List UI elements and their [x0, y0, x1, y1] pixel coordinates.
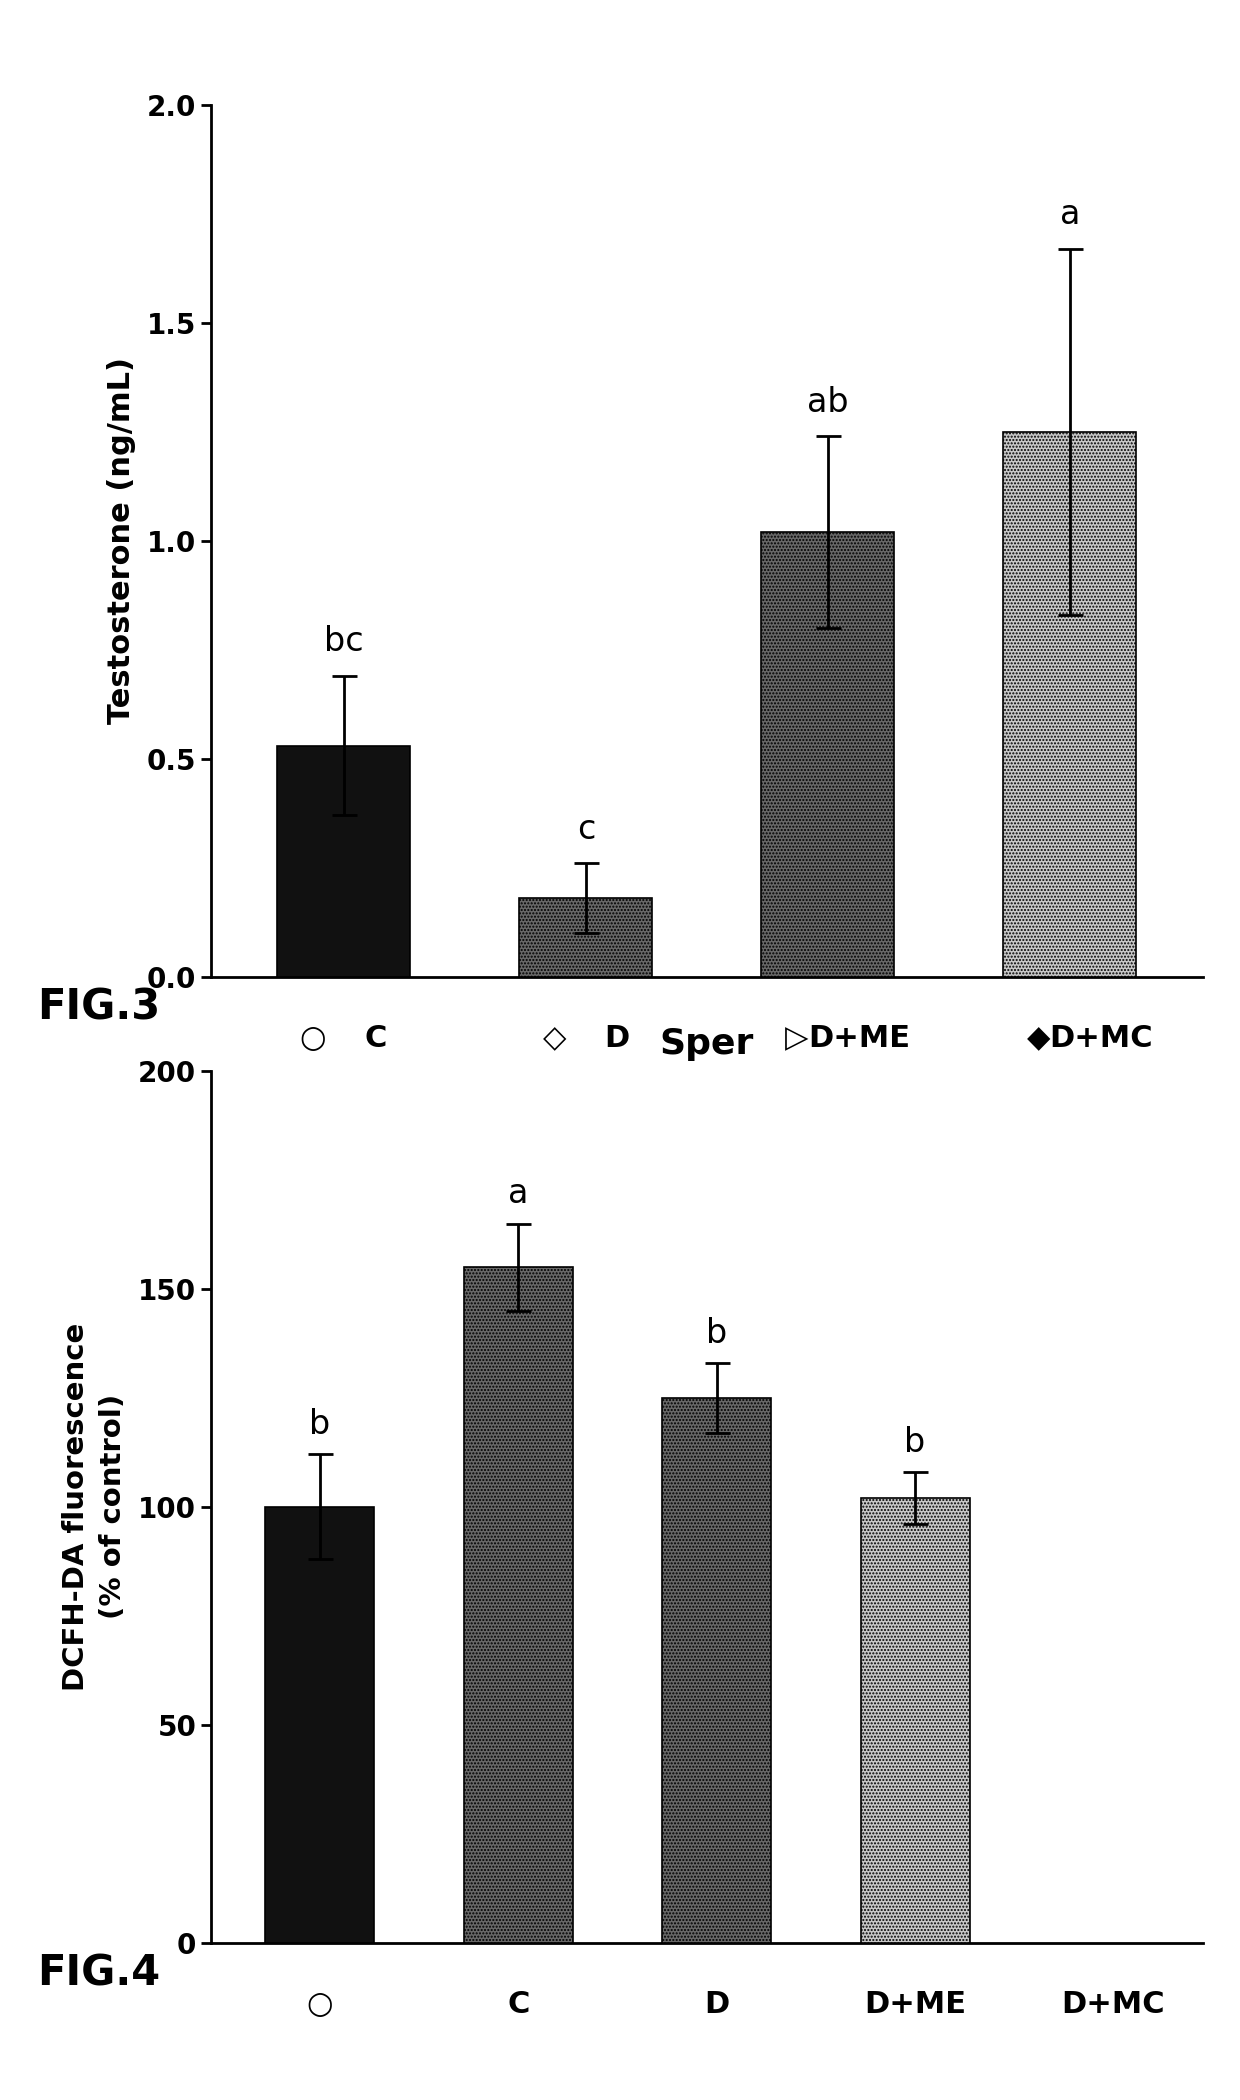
Y-axis label: DCFH-DA fluorescence
(% of control): DCFH-DA fluorescence (% of control) — [62, 1323, 126, 1690]
Text: b: b — [309, 1409, 331, 1441]
Title: Sper: Sper — [660, 1027, 754, 1061]
Text: ○: ○ — [299, 1025, 326, 1054]
Text: D+MC: D+MC — [1049, 1025, 1153, 1054]
Bar — [761, 531, 894, 976]
Text: a: a — [1059, 197, 1080, 231]
Text: D: D — [704, 1991, 729, 2020]
Bar — [861, 1497, 970, 1942]
Text: b: b — [706, 1317, 728, 1350]
Text: bc: bc — [324, 626, 363, 659]
Text: ◆: ◆ — [1027, 1025, 1050, 1054]
Text: D: D — [605, 1025, 630, 1054]
Bar — [278, 746, 410, 977]
Y-axis label: Testosterone (ng/mL): Testosterone (ng/mL) — [107, 357, 135, 724]
Text: D+ME: D+ME — [864, 1991, 966, 2020]
Text: ○: ○ — [306, 1991, 334, 2020]
Text: ◇: ◇ — [543, 1025, 567, 1054]
Text: D+MC: D+MC — [1061, 1991, 1166, 2020]
Text: b: b — [904, 1426, 926, 1460]
Text: ▷: ▷ — [785, 1025, 808, 1054]
Bar — [1003, 433, 1136, 976]
Bar — [265, 1508, 374, 1942]
Text: a: a — [508, 1178, 528, 1210]
Text: c: c — [577, 813, 595, 846]
Bar — [464, 1266, 573, 1942]
Text: FIG.3: FIG.3 — [37, 987, 160, 1029]
Bar — [520, 899, 652, 976]
Text: C: C — [507, 1991, 529, 2020]
Text: ab: ab — [807, 386, 848, 418]
Bar — [662, 1399, 771, 1942]
Text: C: C — [365, 1025, 387, 1054]
Text: FIG.4: FIG.4 — [37, 1953, 160, 1995]
Text: D+ME: D+ME — [808, 1025, 910, 1054]
